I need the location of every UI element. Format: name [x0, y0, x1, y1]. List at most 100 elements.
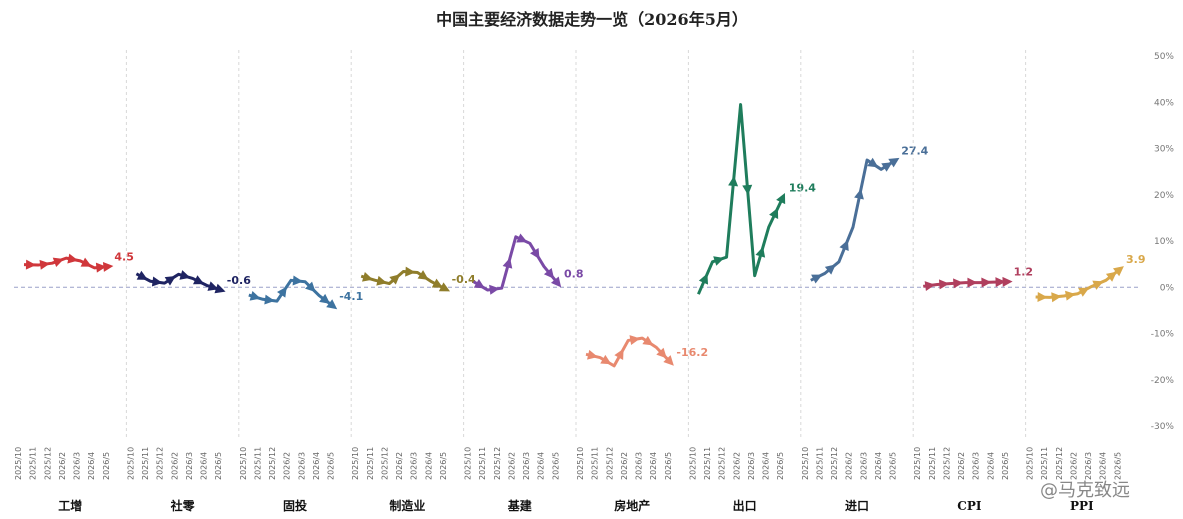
data-point	[953, 278, 964, 289]
data-point	[967, 277, 978, 288]
series-line	[585, 336, 672, 368]
x-tick-label: 2025/10	[801, 447, 810, 480]
x-tick-label: 2025/11	[591, 447, 600, 480]
panel-6: 2025/10 2025/11 2025/12 2026/2 2026/3 2026/4 2…	[687, 50, 816, 513]
watermark: @马克致远	[1040, 480, 1130, 501]
data-point	[769, 207, 779, 219]
y-tick-label: 30%	[1154, 145, 1174, 155]
x-tick-label: 2026/4	[986, 452, 995, 480]
panel-label: 工增	[58, 498, 82, 513]
data-point	[663, 355, 674, 366]
x-tick-label: 2026/3	[747, 452, 756, 480]
x-tick-label: 2026/4	[87, 452, 96, 480]
data-point	[502, 257, 513, 269]
x-tick-label: 2025/12	[493, 447, 502, 480]
panel-label: 基建	[507, 498, 533, 513]
data-point	[924, 281, 936, 292]
panel-label: 制造业	[389, 498, 425, 513]
x-tick-label: 2026/5	[551, 452, 560, 480]
data-point	[1002, 276, 1013, 287]
panels: 2025/10 2025/11 2025/12 2026/2 2026/3 2026/4 2…	[14, 50, 1146, 513]
x-tick-label: 2025/10	[913, 447, 922, 480]
y-tick-label: 50%	[1154, 52, 1174, 62]
x-tick-label: 2026/2	[1069, 452, 1078, 480]
data-point	[728, 175, 739, 187]
data-point	[824, 264, 836, 275]
panel-label: 出口	[733, 498, 757, 513]
end-value-label: 0.8	[564, 268, 584, 281]
data-point	[417, 270, 429, 280]
data-point	[489, 284, 500, 295]
y-tick-label: 10%	[1154, 237, 1174, 247]
data-point	[277, 286, 287, 298]
data-point	[530, 248, 540, 260]
x-tick-label: 2026/2	[507, 452, 516, 480]
data-point	[438, 282, 451, 292]
x-tick-label: 2026/3	[185, 452, 194, 480]
data-point	[656, 347, 667, 359]
data-point	[550, 276, 562, 288]
panel-7: 2025/10 2025/11 2025/12 2026/2 2026/3 2026/4 2…	[800, 50, 929, 513]
x-tick-label: 2025/12	[268, 447, 277, 480]
series-line	[1035, 268, 1121, 299]
data-point	[854, 188, 864, 200]
x-tick-label: 2026/4	[312, 452, 321, 480]
x-tick-label: 2026/5	[1113, 452, 1122, 480]
data-point	[193, 275, 205, 285]
x-tick-label: 2026/4	[762, 452, 771, 480]
x-tick-label: 2026/3	[522, 452, 531, 480]
data-point	[319, 293, 331, 304]
panel-1: 2025/10 2025/11 2025/12 2026/2 2026/3 2026/4 2…	[125, 50, 251, 513]
data-point	[938, 279, 950, 290]
data-point	[981, 277, 992, 288]
panel-8: 2025/10 2025/11 2025/12 2026/2 2026/3 2026/4 2…	[912, 50, 1034, 513]
x-tick-label: 2026/4	[649, 452, 658, 480]
x-tick-label: 2025/10	[464, 447, 473, 480]
data-point	[543, 267, 555, 279]
x-tick-label: 2025/10	[126, 447, 135, 480]
x-tick-label: 2025/12	[605, 447, 614, 480]
panel-0: 2025/10 2025/11 2025/12 2026/2 2026/3 2026/4 2…	[14, 250, 134, 513]
x-tick-label: 2025/12	[942, 447, 951, 480]
y-tick-label: -20%	[1151, 376, 1175, 386]
y-tick-label: 40%	[1154, 98, 1174, 108]
x-tick-label: 2025/12	[43, 447, 52, 480]
panel-5: 2025/10 2025/11 2025/12 2026/2 2026/3 2026/4 2…	[575, 50, 708, 513]
panel-label: PPI	[1070, 499, 1094, 513]
data-point	[600, 354, 612, 365]
data-point	[151, 276, 163, 287]
data-point	[811, 274, 823, 284]
data-point	[389, 274, 401, 285]
panel-2: 2025/10 2025/11 2025/12 2026/2 2026/3 2026/4 2…	[238, 50, 363, 513]
x-tick-label: 2026/5	[1001, 452, 1010, 480]
data-point	[80, 257, 92, 267]
data-point	[1037, 292, 1048, 303]
x-tick-label: 2026/2	[58, 452, 67, 480]
x-tick-label: 2026/3	[972, 452, 981, 480]
data-point	[264, 294, 275, 305]
data-point	[642, 335, 654, 346]
series-line	[810, 158, 896, 282]
end-value-label: -16.2	[676, 346, 708, 359]
data-point	[376, 275, 388, 286]
panel-3: 2025/10 2025/11 2025/12 2026/2 2026/3 2026/4 2…	[350, 50, 476, 513]
data-point	[292, 275, 304, 286]
x-tick-label: 2026/3	[410, 452, 419, 480]
x-tick-label: 2026/2	[620, 452, 629, 480]
x-tick-label: 2026/2	[395, 452, 404, 480]
series-line	[248, 278, 335, 308]
x-tick-label: 2026/3	[1084, 452, 1093, 480]
x-tick-label: 2026/2	[170, 452, 179, 480]
x-tick-label: 2026/5	[776, 452, 785, 480]
x-tick-label: 2026/3	[73, 452, 82, 480]
end-value-label: 1.2	[1014, 266, 1034, 279]
x-tick-label: 2026/5	[664, 452, 673, 480]
end-value-label: 27.4	[901, 145, 928, 158]
data-point	[136, 270, 148, 280]
end-value-label: 4.5	[114, 250, 133, 263]
panel-label: 固投	[283, 498, 307, 513]
data-point	[587, 349, 598, 360]
data-point	[164, 276, 176, 286]
panel-label: 进口	[845, 498, 869, 513]
